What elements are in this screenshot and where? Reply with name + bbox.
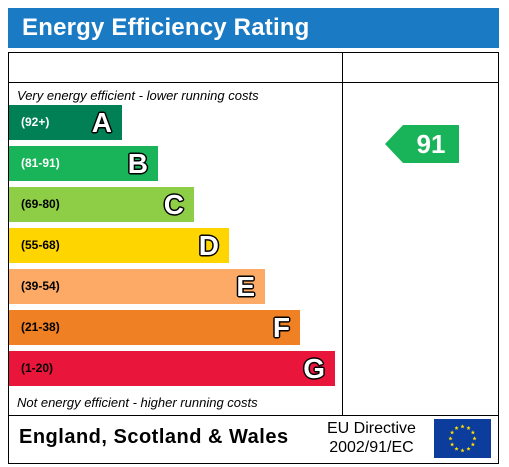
band-g: (1-20) G <box>9 351 335 386</box>
eu-flag-icon <box>434 419 491 458</box>
region-label: England, Scotland & Wales <box>19 426 289 448</box>
flag-star <box>454 425 459 430</box>
flag-star <box>466 446 471 451</box>
band-letter: E <box>236 271 255 302</box>
band-range: (21-38) <box>21 320 60 334</box>
header-divider <box>9 82 498 83</box>
flag-star <box>450 430 455 435</box>
current-rating-value: 91 <box>416 129 446 159</box>
flag-star <box>472 436 477 441</box>
flag-star <box>450 442 455 447</box>
band-range: (69-80) <box>21 197 60 211</box>
eu-directive: EU Directive 2002/91/EC <box>327 419 416 457</box>
band-a: (92+) A <box>9 105 122 140</box>
band-letter: G <box>303 353 325 384</box>
flag-star <box>460 448 465 453</box>
band-d: (55-68) D <box>9 228 229 263</box>
band-letter: C <box>163 189 184 220</box>
column-divider <box>342 53 343 415</box>
band-c: (69-80) C <box>9 187 194 222</box>
band-b: (81-91) B <box>9 146 158 181</box>
flag-star <box>470 430 475 435</box>
arrow-shape <box>385 125 459 163</box>
flag-star <box>448 436 453 441</box>
band-range: (81-91) <box>21 156 60 170</box>
current-rating-arrow: 91 <box>385 125 459 163</box>
band-e: (39-54) E <box>9 269 265 304</box>
band-f: (21-38) F <box>9 310 300 345</box>
band-range: (92+) <box>21 115 50 129</box>
band-letter: A <box>91 107 112 138</box>
directive-line-2: 2002/91/EC <box>329 439 414 456</box>
band-range: (1-20) <box>21 361 54 375</box>
band-letter: F <box>272 312 290 343</box>
bottom-note: Not energy efficient - higher running co… <box>17 395 258 410</box>
footer-divider <box>9 415 498 416</box>
band-range: (39-54) <box>21 279 60 293</box>
flag-star <box>466 425 471 430</box>
band-letter: B <box>127 148 148 179</box>
page-title: Energy Efficiency Rating <box>22 14 310 41</box>
band-range: (55-68) <box>21 238 60 252</box>
title-bar: Energy Efficiency Rating <box>8 8 499 48</box>
flag-star <box>470 442 475 447</box>
top-note: Very energy efficient - lower running co… <box>17 88 259 103</box>
flag-star <box>460 424 465 429</box>
band-letter: D <box>198 230 219 261</box>
flag-star <box>454 446 459 451</box>
directive-line-1: EU Directive <box>327 420 416 437</box>
rating-frame: Very energy efficient - lower running co… <box>8 52 499 464</box>
